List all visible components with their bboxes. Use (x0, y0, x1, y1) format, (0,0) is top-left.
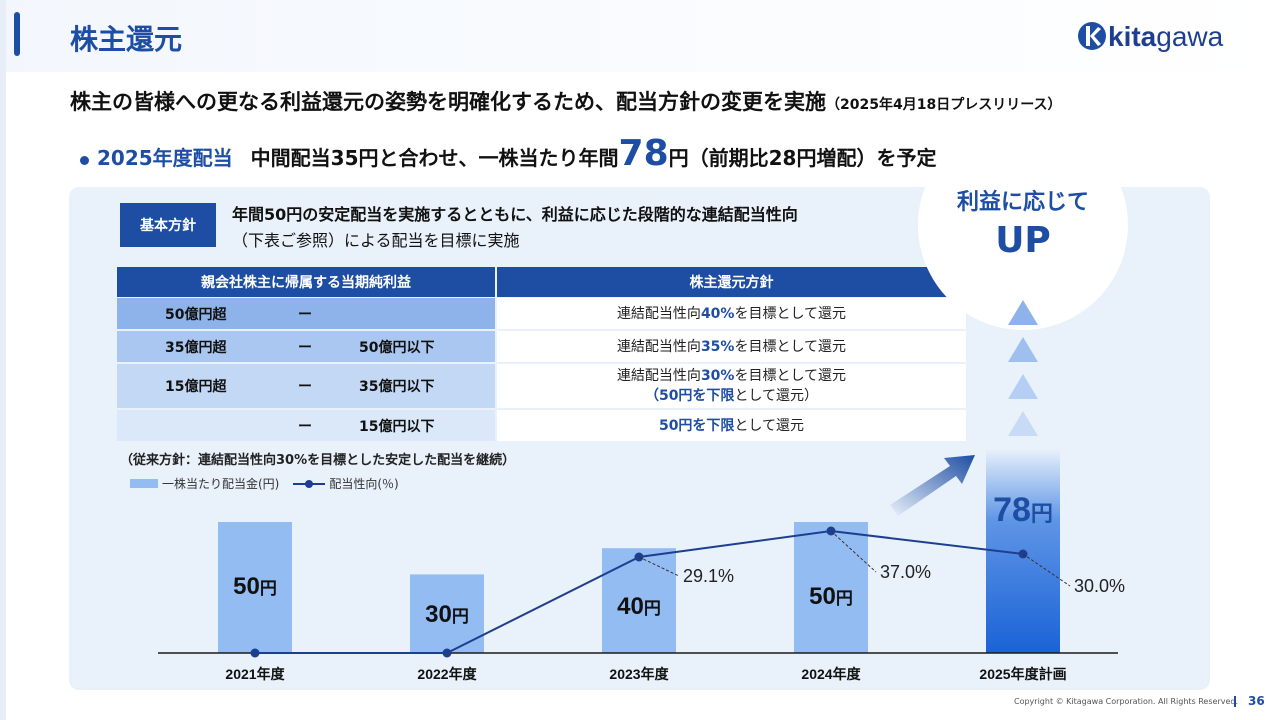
legend-bar-label: 一株当たり配当金(円) (162, 477, 280, 491)
headline: 株主の皆様への更なる利益還元の姿勢を明確化するため、配当方針の変更を実施（202… (70, 86, 1062, 116)
page-title: 株主還元 (70, 23, 183, 56)
table-row-1-dash: ー (298, 306, 312, 323)
dividend-summary: 2025年度配当 中間配当35円と合わせ、一株当たり年間78円（前期比28円増配）… (80, 133, 936, 174)
table-row-4-policy: 50円を下限として還元 (497, 410, 966, 441)
policy-line-1: 年間50円の安定配当を実施するとともに、利益に応じた段階的な連結配当性向 (232, 205, 798, 224)
table-row-3-profit: 15億円超ー 35億円以下 (117, 364, 495, 408)
table-row-2-policy: 連結配当性向35%を目標として還元 (497, 331, 966, 362)
summary-text-post: 円（前期比28円増配）を予定 (668, 146, 937, 170)
profit-up-badge: 利益に応じて UP (918, 120, 1128, 330)
policy-text: 年間50円の安定配当を実施するとともに、利益に応じた段階的な連結配当性向 （下表… (232, 202, 798, 254)
logo-text-bold: kita (1108, 21, 1157, 52)
badge-line-1: 利益に応じて (956, 190, 1089, 215)
summary-text-pre: 中間配当35円と合わせ、一株当たり年間 (250, 146, 619, 170)
headline-note: （2025年4月18日プレスリリース） (826, 97, 1062, 113)
legend-line-label: 配当性向(％) (329, 477, 399, 491)
company-logo: kitagawa (1078, 21, 1224, 52)
legend-line-swatch (293, 479, 326, 488)
bullet-icon (80, 156, 89, 165)
footer-separator (1234, 696, 1236, 707)
summary-amount: 78 (618, 133, 669, 174)
svg-text:kitagawa: kitagawa (1108, 21, 1224, 52)
table-row-3-policy: 連結配当性向30%を目標として還元 （50円を下限として還元） (497, 364, 966, 408)
table-row-1-lower: 50億円超 (117, 298, 323, 329)
copyright: Copyright © Kitagawa Corporation. All Ri… (1014, 697, 1239, 706)
summary-label: 2025年度配当 (97, 146, 233, 170)
badge-line-2: UP (995, 220, 1051, 261)
previous-policy-note: （従来方針：連結配当性向30%を目標とした安定した配当を継続） (120, 453, 516, 468)
table-row-1-upper (323, 298, 495, 329)
table-row-1-policy: 連結配当性向40%を目標として還元 (497, 298, 966, 329)
table-row-2-profit: 35億円超ー 50億円以下 (117, 331, 495, 362)
legend-bar-swatch (130, 479, 158, 488)
header-bar (0, 0, 1280, 72)
headline-main: 株主の皆様への更なる利益還元の姿勢を明確化するため、配当方針の変更を実施 (70, 90, 826, 114)
table-row-4-profit: ー 15億円以下 (117, 410, 495, 441)
policy-badge: 基本方針 (120, 203, 216, 247)
table-header-profit: 親会社株主に帰属する当期純利益 (117, 267, 495, 297)
page-number: 36 (1248, 694, 1265, 708)
table-header-policy: 株主還元方針 (497, 267, 966, 297)
logo-text-light: gawa (1156, 21, 1223, 52)
accent-mark (14, 12, 20, 56)
chart-legend: 一株当たり配当金(円) 配当性向(％) (130, 475, 399, 492)
left-stripe (0, 0, 6, 720)
policy-line-2: （下表ご参照）による配当を目標に実施 (232, 231, 520, 250)
